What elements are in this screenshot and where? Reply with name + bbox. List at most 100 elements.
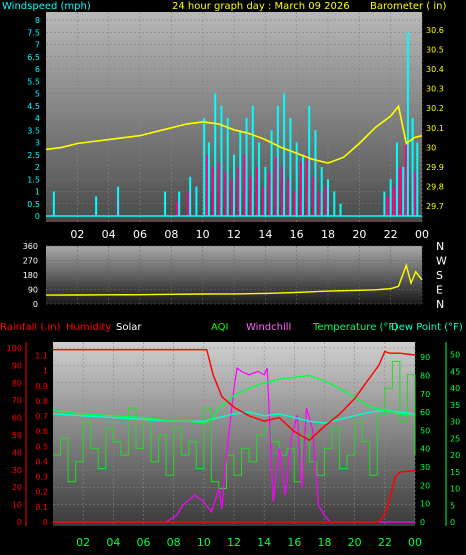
hour-tick-label: 08 — [167, 536, 181, 549]
gust-bar — [404, 142, 408, 216]
barometer-tick-label: 30.1 — [426, 124, 444, 133]
humidity-tick-label: 10 — [12, 501, 22, 510]
hour-tick-label: 20 — [352, 228, 366, 241]
temperature-tick-label: 60 — [420, 408, 430, 417]
rain-tick-label: 0.7 — [35, 412, 48, 421]
barometer-tick-label: 29.8 — [426, 183, 444, 192]
windspeed-tick-label: 7 — [35, 41, 40, 50]
humidity-tick-label: 50 — [12, 431, 22, 440]
humidity-tick-label: 80 — [12, 379, 22, 388]
windspeed-tick-label: 6 — [35, 65, 40, 74]
temperature-tick-label: 50 — [420, 426, 430, 435]
wind-direction-line — [45, 262, 423, 296]
hour-tick-label: 00 — [408, 536, 422, 549]
rain-tick-label: 0.5 — [35, 442, 48, 451]
windspeed-tick-label: 3 — [35, 139, 40, 148]
hour-tick-label: 04 — [102, 228, 116, 241]
humidity-tick-label: 70 — [12, 396, 22, 405]
temperature-tick-label: 0 — [420, 518, 425, 527]
solar-line — [53, 367, 415, 523]
gust-bar — [176, 201, 179, 216]
dewpoint-line — [52, 409, 416, 424]
rain-tick-label: 0.6 — [35, 427, 48, 436]
temperature-tick-label: 30 — [420, 463, 430, 472]
temperature-tick-label: 40 — [420, 445, 430, 454]
top-x-tick-labels: 02 04 06 08 10 12 14 16 18 20 22 00 — [70, 228, 429, 241]
windspeed-tick-label: 6.5 — [27, 53, 40, 62]
top-grid — [46, 12, 423, 222]
hour-tick-label: 22 — [378, 536, 392, 549]
hour-tick-label: 14 — [257, 536, 271, 549]
top-panel: 00.511.522.533.544.555.566.577.58 29.729… — [2, 1, 446, 241]
temperature-line — [52, 374, 416, 424]
aqi-tick-label: 30 — [450, 418, 460, 427]
gust-bar — [187, 191, 190, 216]
humidity-tick-label: 40 — [12, 448, 22, 457]
gust-bar — [287, 179, 291, 216]
gust-bar — [218, 162, 222, 216]
rain-tick-label: 0.9 — [35, 382, 48, 391]
gust-bar — [274, 157, 278, 216]
gust-bar — [256, 167, 259, 216]
hour-tick-label: 18 — [318, 536, 332, 549]
aqi-tick-label: 45 — [450, 367, 460, 376]
middle-left-tick-labels: 0 90 180 270 360 — [23, 242, 38, 309]
rain-tick-label: 0.1 — [35, 503, 48, 512]
hour-tick-label: 06 — [137, 536, 151, 549]
hour-tick-label: 02 — [76, 536, 90, 549]
barometer-tick-label: 30.3 — [426, 85, 444, 94]
gust-bar — [392, 186, 396, 216]
rain-tick-labels: 0 0.1 0.2 0.3 0.4 0.5 0.6 0.7 0.8 0.9 1 1.1 — [35, 352, 48, 527]
barometer-tick-label: 29.7 — [426, 202, 444, 211]
windspeed-tick-label: 4.5 — [27, 102, 40, 111]
gust-bar — [412, 171, 416, 216]
temperature-tick-label: 10 — [420, 500, 430, 509]
hour-tick-label: 12 — [227, 536, 241, 549]
direction-tick-label: 180 — [23, 271, 38, 280]
compass-label: E — [436, 284, 443, 297]
barometer-tick-label: 29.9 — [426, 163, 444, 172]
aqi-tick-label: 35 — [450, 401, 460, 410]
aqi-tick-label: 10 — [450, 485, 460, 494]
hour-tick-label: 18 — [321, 228, 335, 241]
windspeed-tick-label: 5.5 — [27, 77, 40, 86]
gust-bar — [212, 167, 216, 216]
temperature-tick-label: 20 — [420, 481, 430, 490]
rain-tick-label: 0.4 — [35, 457, 48, 466]
rain-tick-label: 0.3 — [35, 473, 48, 482]
direction-tick-label: 360 — [23, 242, 38, 251]
humidity-tick-labels: 0 10 20 30 40 50 60 70 80 90 100 — [7, 342, 27, 527]
hour-tick-label: 12 — [227, 228, 241, 241]
aqi-tick-labels: 0 5 10 15 20 25 30 35 40 45 50 — [450, 351, 460, 527]
barometer-tick-label: 30.4 — [426, 65, 444, 74]
temperature-tick-label: 70 — [420, 390, 430, 399]
windspeed-tick-label: 5 — [35, 90, 40, 99]
humidity-tick-label: 30 — [12, 466, 22, 475]
hour-tick-label: 06 — [133, 228, 147, 241]
windspeed-tick-label: 1.5 — [27, 175, 40, 184]
gust-bar — [318, 191, 322, 216]
bottom-series — [52, 349, 416, 523]
hour-tick-label: 04 — [106, 536, 120, 549]
gust-bar — [325, 186, 328, 216]
windspeed-tick-label: 0.5 — [27, 200, 40, 209]
humidity-tick-label: 100 — [7, 344, 22, 353]
windspeed-tick-label: 2 — [35, 163, 40, 172]
aqi-tick-label: 25 — [450, 434, 460, 443]
temperature-tick-label: 80 — [420, 371, 430, 380]
temperature-label: Temperature (°F) — [312, 322, 398, 333]
barometer-tick-label: 30.2 — [426, 104, 444, 113]
solar-label: Solar — [116, 322, 142, 333]
aqi-tick-label: 0 — [450, 518, 455, 527]
gust-bar — [293, 191, 297, 216]
windspeed-tick-label: 3.5 — [27, 126, 40, 135]
windchill-label: Windchill — [246, 322, 291, 333]
barometer-tick-label: 30 — [426, 143, 436, 152]
graph-title: 24 hour graph day : March 09 2026 — [172, 1, 350, 12]
bottom-panel: Rainfall (.in) Humidity Solar AQI Windch… — [0, 322, 463, 549]
middle-series — [45, 262, 423, 296]
aqi-label: AQI — [211, 322, 229, 333]
